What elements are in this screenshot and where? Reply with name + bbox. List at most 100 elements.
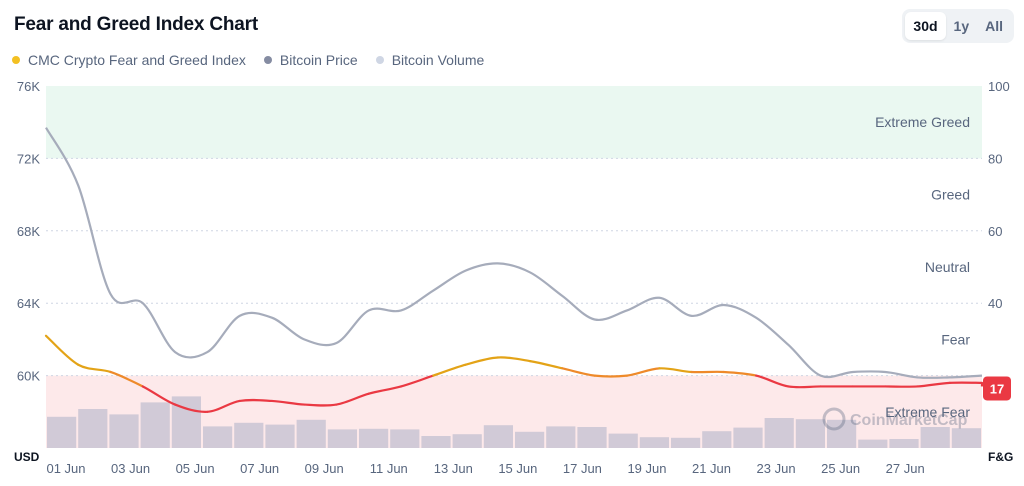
volume-bar: [764, 418, 794, 448]
x-axis-tick-label: 07 Jun: [240, 461, 279, 476]
volume-bar: [577, 427, 607, 448]
fng-line-segment: [754, 374, 790, 388]
range-all-button[interactable]: All: [985, 18, 1003, 34]
fng-line-segment: [238, 398, 274, 403]
legend-item-btc-price[interactable]: Bitcoin Price: [263, 52, 358, 68]
volume-bar: [452, 434, 482, 448]
fng-line-segment: [270, 399, 306, 406]
fng-line-segment: [658, 367, 693, 374]
fng-line-segment: [625, 367, 661, 377]
volume-bar: [109, 414, 139, 448]
volume-bar: [265, 424, 295, 448]
legend-label-btc-price: Bitcoin Price: [279, 52, 358, 68]
coinmarketcap-watermark: CoinMarketCap: [822, 407, 968, 431]
x-axis-tick-label: 23 Jun: [757, 461, 796, 476]
range-selector: 30d 1y All: [902, 9, 1014, 43]
x-axis-tick-label: 13 Jun: [434, 461, 473, 476]
volume-bar: [515, 431, 545, 448]
volume-bar: [608, 433, 638, 448]
zone-label: Greed: [931, 187, 970, 203]
range-30d-button[interactable]: 30d: [905, 12, 946, 40]
left-axis-tick-label: 76K: [17, 79, 40, 94]
fng-line-segment: [464, 356, 499, 366]
left-axis-tick-label: 60K: [17, 369, 40, 384]
x-axis-tick-label: 11 Jun: [370, 461, 408, 476]
fng-line-segment: [206, 399, 241, 413]
volume-bar: [733, 427, 763, 448]
legend-item-fng[interactable]: CMC Crypto Fear and Greed Index: [12, 52, 246, 68]
x-axis-tick-label: 05 Jun: [176, 461, 215, 476]
volume-bar: [390, 429, 420, 448]
fng-line-segment: [399, 374, 435, 388]
fng-line-segment: [787, 385, 822, 389]
x-axis-tick-label: 01 Jun: [46, 461, 85, 476]
x-axis-tick-label: 15 Jun: [498, 461, 537, 476]
volume-bar: [359, 428, 389, 448]
volume-bar: [702, 431, 732, 448]
right-axis-tick-label: 40: [988, 296, 1002, 311]
zone-extreme-greed: [46, 86, 982, 159]
x-axis-tick-label: 27 Jun: [886, 461, 925, 476]
fng-line-segment: [44, 334, 80, 366]
x-axis-tick-label: 19 Jun: [627, 461, 666, 476]
fng-line-segment: [174, 403, 209, 413]
volume-bar: [827, 419, 857, 448]
coinmarketcap-logo-icon: [822, 407, 846, 431]
fng-line-segment: [722, 370, 758, 377]
volume-bar: [483, 425, 513, 448]
chart-title: Fear and Greed Index Chart: [14, 14, 258, 35]
current-value-label: 17: [990, 381, 1004, 396]
fng-line-segment: [561, 367, 596, 377]
current-value-badge: [983, 376, 1011, 401]
x-axis-tick-label: 17 Jun: [563, 461, 602, 476]
volume-bar: [47, 416, 77, 448]
right-axis-tick-label: 100: [988, 79, 1010, 94]
legend-dot-btc-volume: [375, 56, 384, 64]
volume-bar: [546, 426, 576, 448]
fng-line-segment: [916, 381, 951, 388]
volume-bar: [421, 436, 451, 448]
watermark-text: CoinMarketCap: [850, 412, 968, 429]
legend-dot-fng: [12, 56, 20, 64]
volume-bar: [203, 426, 233, 448]
legend-dot-btc-price: [263, 56, 272, 64]
volume-bar: [327, 429, 357, 448]
volume-bar: [639, 437, 669, 448]
volume-bar: [234, 422, 264, 448]
volume-bar: [795, 419, 825, 448]
fng-line-segment: [593, 374, 629, 378]
left-axis-tick-label: 64K: [17, 296, 40, 311]
x-axis-tick-label: 21 Jun: [692, 461, 731, 476]
chart-legend: CMC Crypto Fear and Greed Index Bitcoin …: [12, 52, 502, 68]
zone-label: Extreme Greed: [875, 114, 970, 130]
zone-label: Fear: [941, 331, 970, 347]
fng-line-segment: [77, 363, 112, 374]
legend-label-fng: CMC Crypto Fear and Greed Index: [28, 52, 246, 68]
right-axis-tick-label: 80: [988, 151, 1002, 166]
x-axis-tick-label: 09 Jun: [305, 461, 344, 476]
fng-line-segment: [141, 385, 177, 406]
volume-bar: [140, 402, 170, 448]
legend-item-btc-volume[interactable]: Bitcoin Volume: [375, 52, 485, 68]
right-axis-tick-label: 60: [988, 224, 1002, 239]
fng-line-segment: [335, 392, 370, 406]
right-axis-label: F&G: [988, 450, 1013, 464]
volume-bar: [951, 428, 981, 448]
volume-bar: [78, 409, 108, 448]
legend-label-btc-volume: Bitcoin Volume: [391, 52, 485, 68]
bitcoin-price-line: [45, 127, 983, 379]
zone-label: Neutral: [925, 259, 970, 275]
left-axis-label: USD: [14, 450, 40, 464]
x-axis-tick-label: 25 Jun: [821, 461, 860, 476]
volume-bar: [671, 437, 701, 448]
fng-line-segment: [303, 403, 338, 407]
left-axis-tick-label: 72K: [17, 151, 40, 166]
fng-line-segment: [496, 356, 532, 363]
volume-bar: [920, 427, 950, 448]
fng-line-segment: [367, 385, 403, 395]
range-1y-button[interactable]: 1y: [953, 18, 970, 34]
volume-bar: [889, 439, 919, 448]
left-axis-tick-label: 68K: [17, 224, 40, 239]
fng-line-segment: [529, 360, 564, 370]
